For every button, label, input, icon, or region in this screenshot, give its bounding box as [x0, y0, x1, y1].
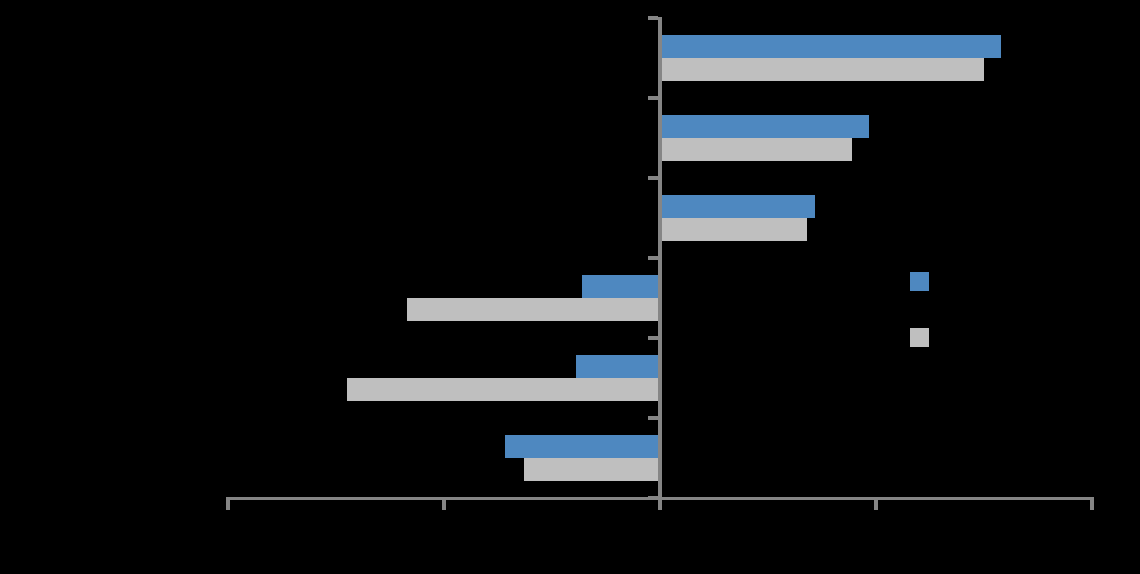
x-axis-tick: [442, 497, 446, 510]
bar-gray: [524, 458, 658, 481]
y-axis-tick: [648, 16, 658, 20]
bar-gray: [662, 138, 852, 161]
y-axis-tick: [648, 96, 658, 100]
y-axis-tick: [648, 176, 658, 180]
x-axis-tick: [1090, 497, 1094, 510]
bar-gray: [662, 58, 984, 81]
x-axis-tick: [226, 497, 230, 510]
bar-blue: [662, 35, 1001, 58]
y-axis-tick: [648, 256, 658, 260]
y-axis-tick: [648, 496, 658, 500]
x-axis-tick: [874, 497, 878, 510]
bar-gray: [662, 218, 807, 241]
bar-gray: [407, 298, 658, 321]
bar-blue: [582, 275, 658, 298]
bar-blue: [505, 435, 658, 458]
bar-gray: [347, 378, 658, 401]
bar-blue: [662, 195, 815, 218]
y-axis-tick: [648, 336, 658, 340]
y-axis-line: [658, 17, 662, 500]
y-axis-tick: [648, 416, 658, 420]
bar-blue: [662, 115, 869, 138]
x-axis-tick: [658, 497, 662, 510]
legend-swatch-gray: [910, 328, 929, 347]
legend-swatch-blue: [910, 272, 929, 291]
bar-blue: [576, 355, 658, 378]
